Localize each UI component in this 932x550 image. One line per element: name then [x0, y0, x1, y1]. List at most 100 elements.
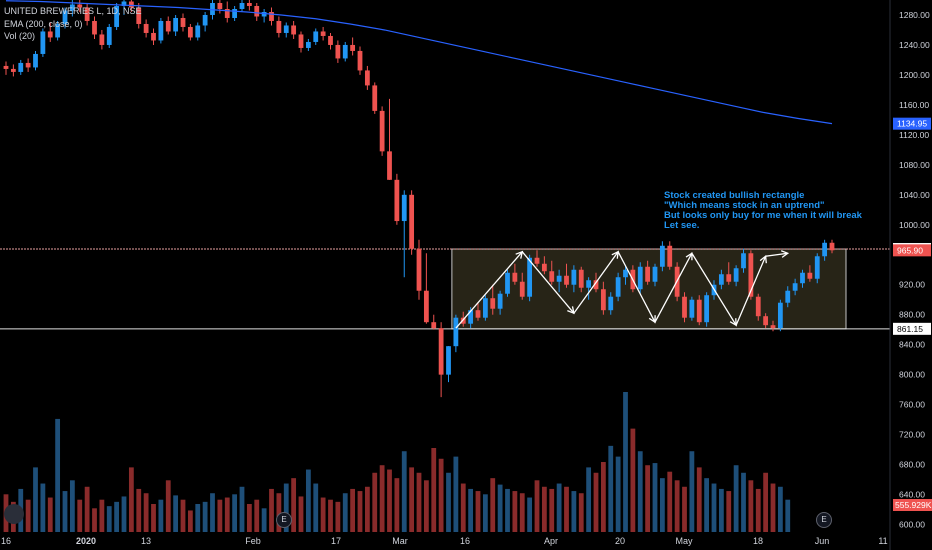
candle-body	[10, 68, 16, 72]
candle-body	[357, 50, 363, 71]
x-tick-label: 20	[615, 536, 625, 546]
volume-bar	[505, 488, 510, 532]
candle-body	[608, 296, 614, 311]
volume-bar	[33, 467, 38, 532]
price-label-box	[893, 244, 931, 257]
x-tick-label: 11	[878, 536, 887, 546]
y-tick-label: 680.00	[899, 460, 925, 470]
volume-bar	[423, 480, 429, 532]
candle-body	[187, 26, 193, 38]
volume-bar	[342, 493, 348, 532]
earnings-marker-2[interactable]: E	[816, 512, 832, 528]
candle-body	[283, 25, 289, 33]
volume-bar	[84, 486, 90, 532]
volume-bar	[512, 491, 518, 532]
candle-body	[519, 281, 525, 297]
candle-body	[254, 5, 260, 17]
legend-ema[interactable]: EMA (200, close, 0)	[4, 19, 83, 29]
x-tick-label: 17	[331, 536, 341, 546]
volume-bar	[564, 486, 569, 532]
arrow-head	[780, 250, 790, 258]
candle-body	[777, 302, 783, 329]
x-tick-label: 16	[1, 536, 11, 546]
volume-bar	[667, 471, 673, 532]
volume-bar	[497, 484, 503, 532]
candle-body	[55, 23, 61, 38]
candle-body	[490, 298, 496, 309]
candle-body	[276, 20, 282, 33]
candle-body	[313, 31, 319, 42]
volume-bar	[482, 494, 488, 532]
volume-bar	[600, 462, 606, 532]
volume-bar	[490, 478, 496, 532]
volume-bar	[593, 472, 599, 532]
volume-bar	[394, 478, 400, 532]
volume-bar	[460, 483, 466, 532]
earnings-marker-1[interactable]: E	[276, 512, 292, 528]
candle-body	[47, 31, 53, 38]
volume-bar	[608, 445, 614, 532]
volume-bar	[320, 497, 326, 532]
candle-body	[556, 275, 562, 282]
volume-bar	[387, 469, 392, 532]
volume-bar	[121, 496, 127, 532]
x-tick-label: May	[675, 536, 693, 546]
candle-body	[534, 257, 540, 264]
volume-label-box	[893, 499, 932, 511]
volume-bar	[151, 504, 156, 532]
y-tick-label: 1120.00	[899, 130, 929, 140]
tradingview-logo-icon[interactable]	[4, 504, 24, 524]
candle-body	[755, 296, 761, 317]
volume-bar	[416, 472, 422, 532]
candle-body	[586, 280, 592, 288]
rectangle-zone	[451, 248, 847, 330]
y-tick-label: 1200.00	[899, 70, 930, 80]
volume-bar	[239, 486, 245, 532]
legend-symbol[interactable]: UNITED BREWERIES L, 1D, NSE	[4, 6, 142, 16]
candle-body	[615, 277, 621, 297]
candle-body	[512, 272, 518, 282]
y-tick-label: 840.00	[899, 340, 925, 350]
x-tick-label: Feb	[245, 536, 261, 546]
volume-bar	[217, 499, 223, 532]
volume-bar	[718, 488, 724, 532]
volume-bar	[755, 488, 761, 532]
candle-body	[785, 290, 791, 303]
candle-body	[210, 2, 215, 15]
candle-body	[180, 17, 186, 27]
volume-bar	[246, 504, 252, 532]
volume-bar	[586, 467, 592, 532]
candle-body	[121, 1, 127, 6]
volume-bar	[379, 465, 385, 532]
volume-bar	[637, 451, 643, 532]
volume-bar	[726, 491, 732, 532]
candle-body	[224, 8, 230, 18]
volume-bar	[777, 486, 783, 532]
volume-bar	[571, 491, 577, 532]
volume-bar	[92, 508, 97, 532]
candle-body	[409, 194, 415, 249]
volume-bar	[682, 486, 687, 532]
candle-body	[460, 317, 466, 324]
candle-body	[217, 2, 223, 9]
candle-body	[763, 316, 769, 326]
candle-body	[770, 325, 776, 329]
candle-body	[372, 85, 378, 111]
y-tick-label: 640.00	[899, 490, 925, 500]
volume-bar	[689, 451, 695, 532]
legend-volume[interactable]: Vol (20)	[4, 31, 36, 41]
volume-bar	[475, 491, 481, 532]
volume-bar	[711, 483, 717, 532]
candle-body	[741, 253, 746, 269]
annotation-line: "Which means stock in an uptrend"	[664, 200, 825, 211]
volume-bar	[401, 451, 407, 532]
candle-body	[652, 266, 658, 282]
candle-body	[696, 299, 702, 323]
candle-body	[733, 268, 739, 282]
annotation-line: Let see.	[664, 220, 699, 231]
y-tick-label: 800.00	[899, 370, 925, 380]
candle-body	[165, 20, 171, 32]
candle-body	[328, 35, 333, 45]
y-tick-label: 1000.00	[899, 220, 930, 230]
